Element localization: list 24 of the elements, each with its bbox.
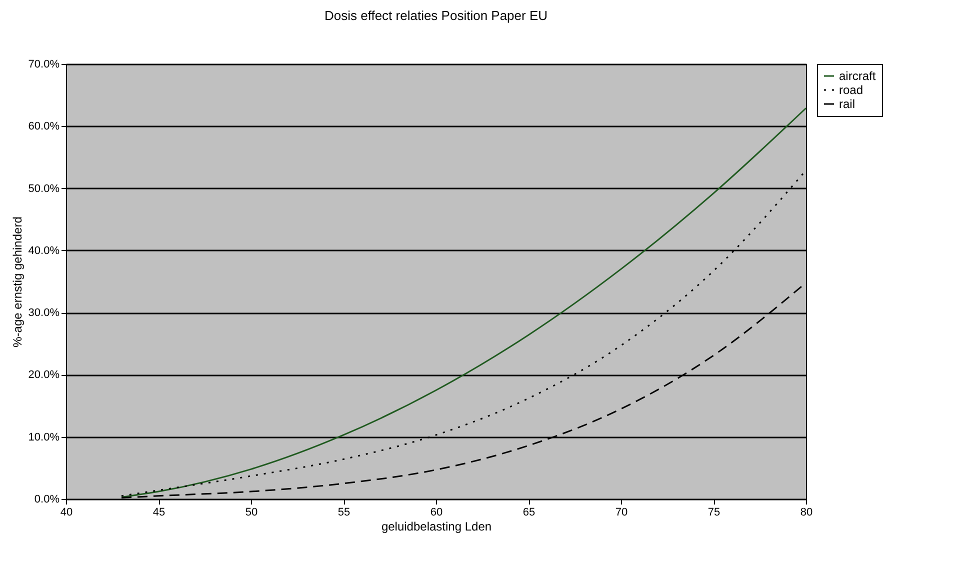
y-tick-label: 10.0% <box>28 431 60 444</box>
x-tick-label: 75 <box>708 506 720 518</box>
y-tick-label: 60.0% <box>28 120 60 133</box>
legend-label: road <box>839 83 864 97</box>
y-axis-title: %-age ernstig gehinderd <box>10 216 24 348</box>
line-series <box>120 107 807 498</box>
y-tick-label: 70.0% <box>28 58 60 70</box>
y-tick-label: 0.0% <box>34 494 60 506</box>
x-tick-label: 40 <box>60 506 73 518</box>
x-tick-label: 60 <box>430 506 443 518</box>
x-tick-label: 45 <box>152 506 166 518</box>
x-tick-label: 50 <box>245 506 258 518</box>
y-tick-label: 50.0% <box>28 182 60 195</box>
legend-label: rail <box>839 97 856 111</box>
y-tick-label: 20.0% <box>28 369 60 382</box>
chart-title: Dosis effect relaties Position Paper EU <box>324 8 548 23</box>
x-tick-label: 65 <box>522 506 536 518</box>
y-tick-label: 30.0% <box>28 307 60 320</box>
x-tick-label: 70 <box>615 506 628 518</box>
y-tick-label: 40.0% <box>28 244 60 257</box>
legend-label: aircraft <box>839 69 876 83</box>
x-tick-label: 55 <box>338 506 350 518</box>
x-tick-label: 80 <box>800 506 813 518</box>
x-axis-title: geluidbelasting Lden <box>381 520 492 534</box>
